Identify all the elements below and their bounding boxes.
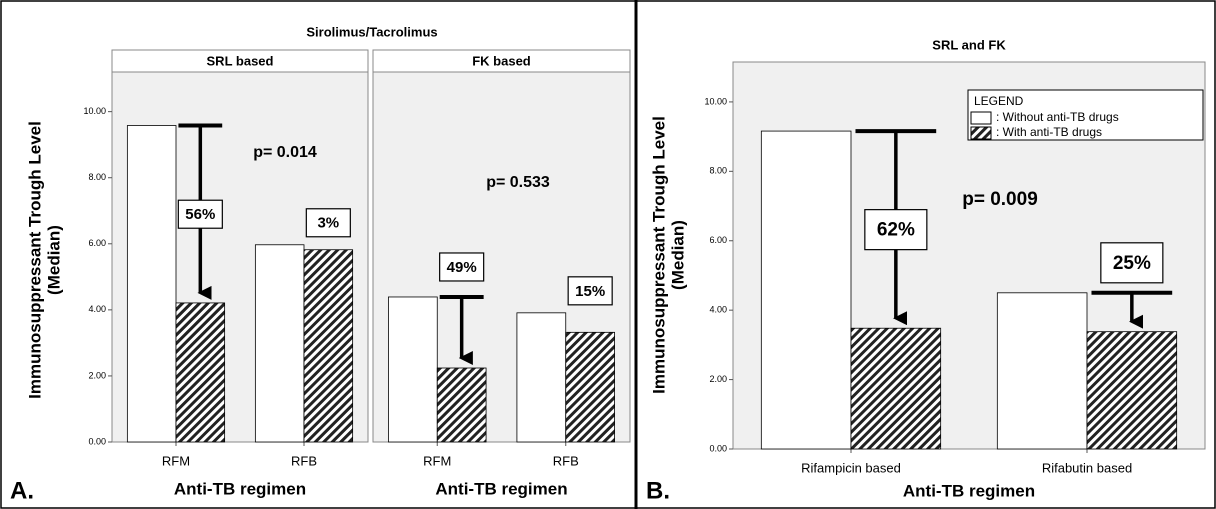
y-axis-label: Immunosuppressant Trough Level [649, 116, 668, 394]
y-axis-label-sub: (Median) [668, 220, 687, 290]
x-axis-label: Anti-TB regimen [903, 481, 1035, 500]
x-tick-label: RFM [423, 453, 451, 468]
annotation-box [864, 209, 928, 251]
x-tick-label: RFB [291, 453, 317, 468]
bar [436, 367, 487, 443]
bar [126, 125, 177, 443]
facet-header [111, 49, 369, 73]
panel-letter: A. [10, 477, 34, 504]
annotation: 62% [877, 220, 915, 241]
legend-swatch [970, 126, 992, 140]
p-value: p= 0.014 [253, 144, 317, 161]
annotation: 49% [447, 259, 477, 276]
x-axis-label: Anti-TB regimen [435, 479, 567, 498]
annotation: 3% [317, 215, 339, 232]
bar [1086, 331, 1178, 450]
p-value: p= 0.009 [962, 189, 1038, 210]
y-axis-label-sub: (Median) [44, 225, 63, 295]
annotation-box [177, 199, 223, 229]
y-tick-label: 8.00 [709, 166, 727, 176]
legend-label: : With anti-TB drugs [996, 125, 1102, 139]
panel-title: SRL and FK [932, 37, 1006, 52]
y-tick-label: 8.00 [88, 172, 106, 182]
facet-title: FK based [472, 53, 531, 68]
y-tick-label: 4.00 [709, 305, 727, 315]
y-tick-label: 6.00 [88, 238, 106, 248]
y-tick-label: 4.00 [88, 304, 106, 314]
panel-letter: B. [646, 477, 670, 504]
y-tick-label: 2.00 [88, 370, 106, 380]
y-tick-label: 10.00 [704, 96, 727, 106]
y-tick-label: 0.00 [709, 443, 727, 453]
y-tick-label: 2.00 [709, 374, 727, 384]
bar [565, 331, 615, 443]
legend-swatch [970, 111, 992, 125]
annotation: 56% [185, 206, 215, 223]
x-tick-label: Rifabutin based [1042, 460, 1132, 475]
legend-title: LEGEND [974, 94, 1024, 108]
bar [254, 244, 305, 443]
x-tick-label: RFM [162, 453, 190, 468]
annotation: 25% [1113, 253, 1151, 274]
bar [516, 312, 567, 443]
annotation-box [305, 208, 351, 238]
x-tick-label: Rifampicin based [801, 460, 901, 475]
facet-title: SRL based [207, 53, 274, 68]
bar [175, 302, 226, 443]
y-tick-label: 6.00 [709, 235, 727, 245]
annotation: 15% [575, 283, 605, 300]
p-value: p= 0.533 [486, 174, 550, 191]
bar [996, 292, 1088, 450]
y-axis-label: Immunosuppressant Trough Level [25, 121, 44, 399]
y-tick-label: 10.00 [83, 106, 106, 116]
legend-box [967, 89, 1204, 141]
y-tick-label: 0.00 [88, 436, 106, 446]
bar [303, 249, 354, 443]
bar [760, 130, 852, 450]
annotation-box [1100, 242, 1164, 284]
annotation-box [439, 252, 485, 282]
bar [850, 327, 942, 450]
legend-label: : Without anti-TB drugs [996, 110, 1119, 124]
panel-title: Sirolimus/Tacrolimus [306, 24, 437, 39]
x-tick-label: RFB [553, 453, 579, 468]
annotation-box [567, 276, 613, 306]
x-axis-label: Anti-TB regimen [174, 479, 306, 498]
facet-header [372, 49, 631, 73]
bar [388, 296, 438, 443]
